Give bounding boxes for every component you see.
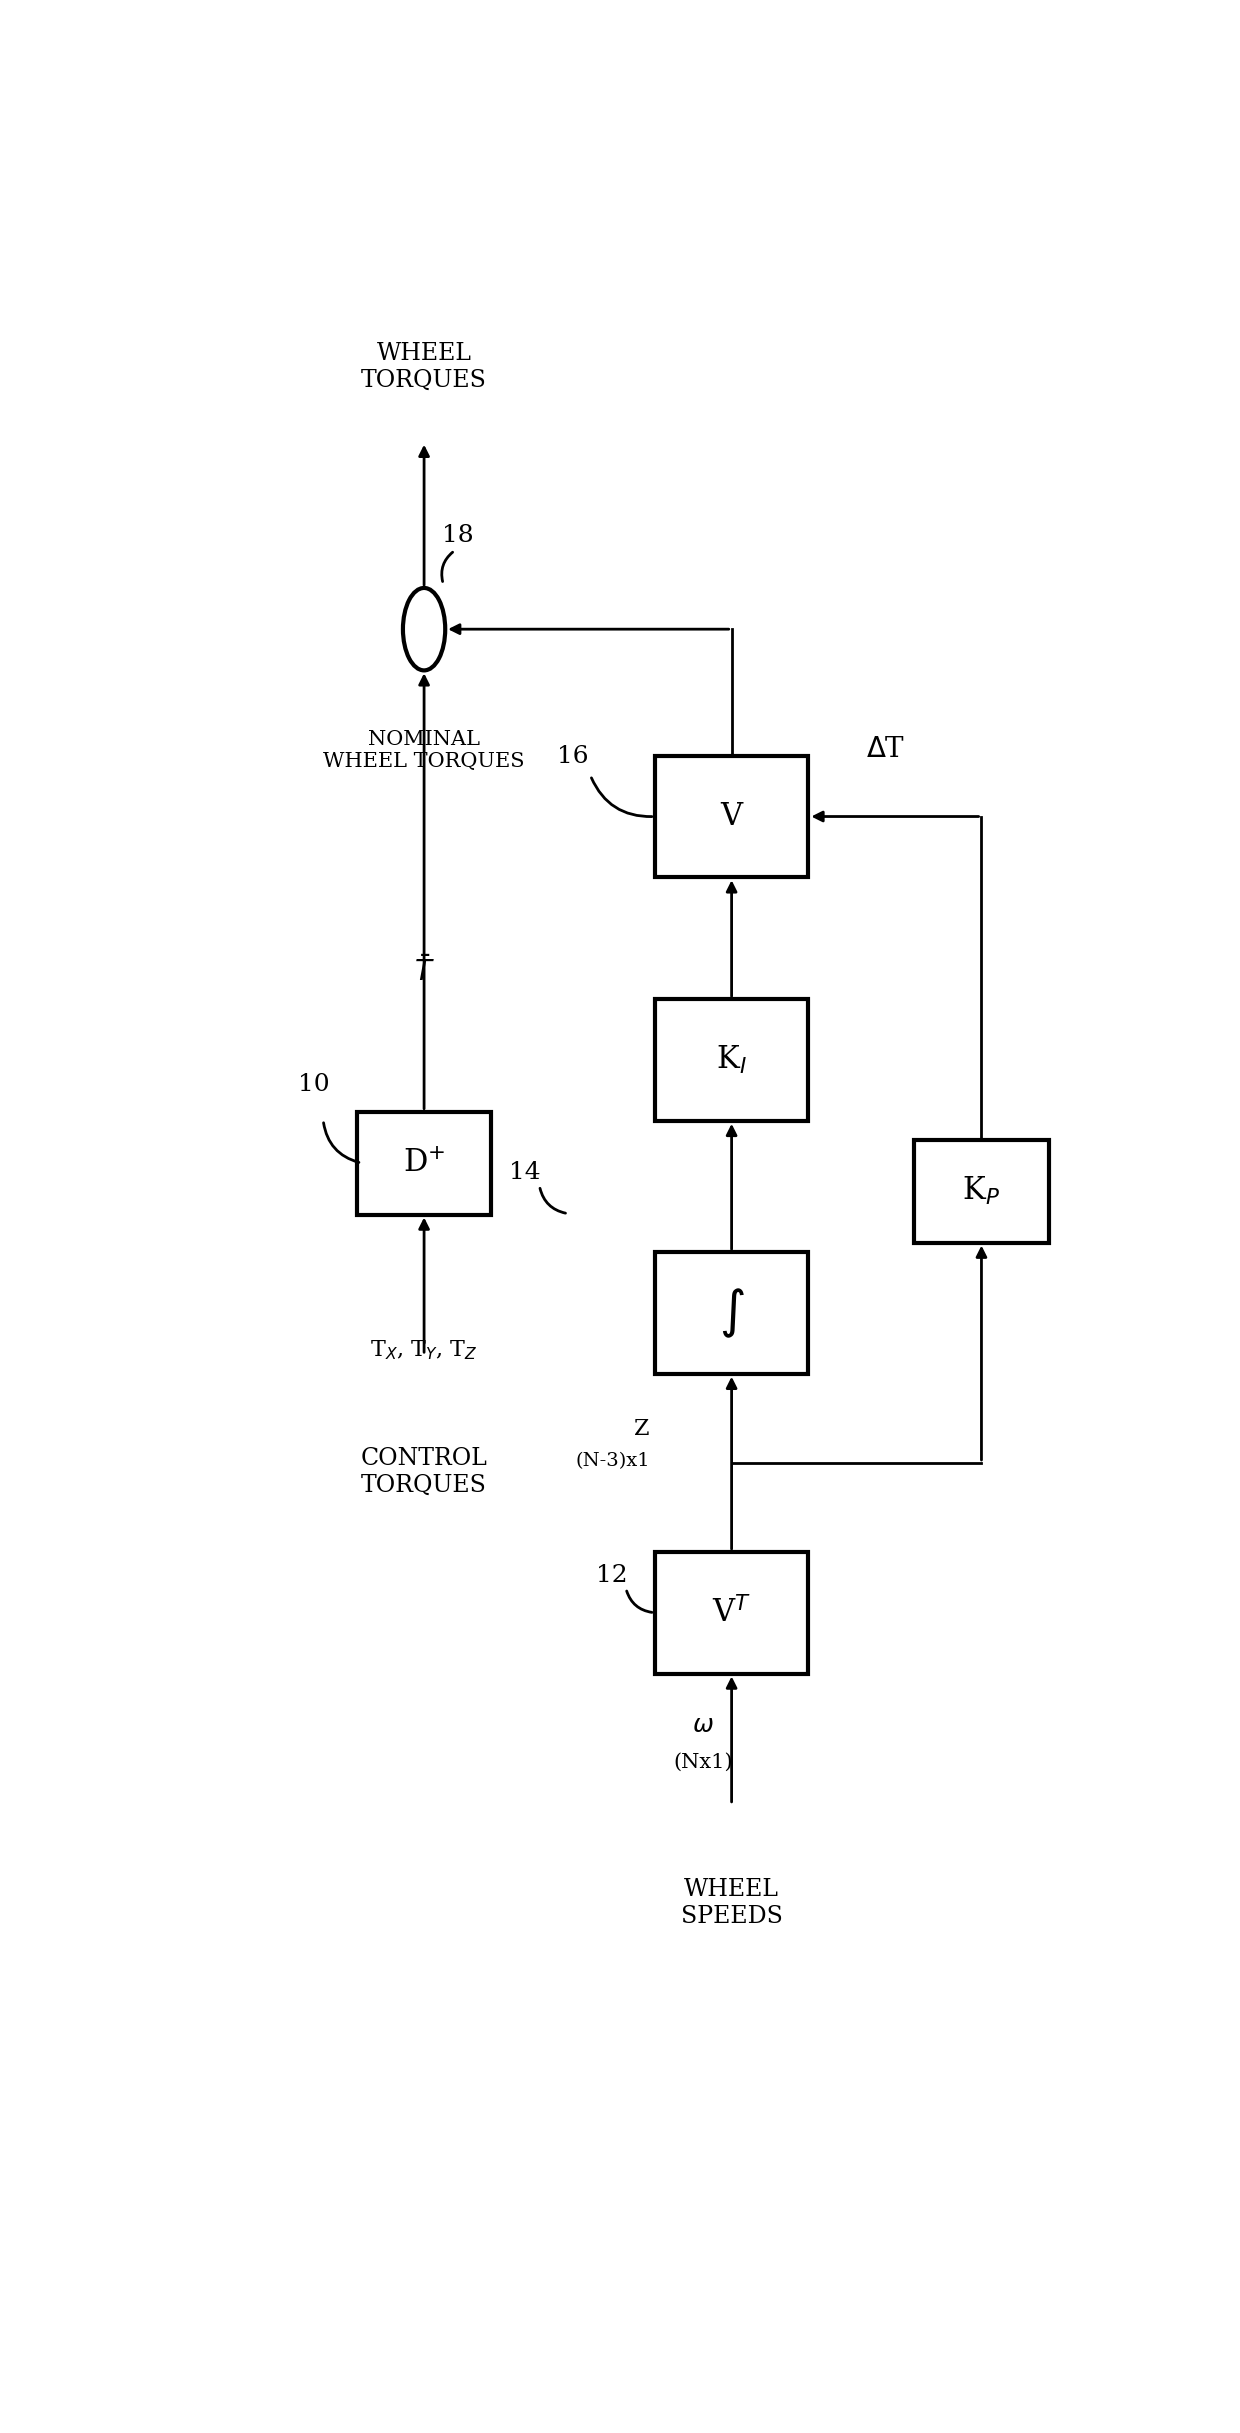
- Text: $\int$: $\int$: [719, 1287, 744, 1341]
- Circle shape: [403, 589, 445, 672]
- Text: V: V: [720, 800, 743, 832]
- Bar: [357, 1112, 491, 1214]
- Bar: [655, 757, 808, 878]
- Text: $\Delta$T: $\Delta$T: [866, 735, 905, 762]
- Bar: [655, 1253, 808, 1375]
- Text: CONTROL
TORQUES: CONTROL TORQUES: [361, 1448, 487, 1496]
- Text: 18: 18: [441, 523, 474, 547]
- Bar: [655, 1000, 808, 1122]
- Text: WHEEL
TORQUES: WHEEL TORQUES: [361, 343, 487, 392]
- Text: Z: Z: [635, 1418, 650, 1440]
- Text: D$^{+}$: D$^{+}$: [403, 1148, 445, 1178]
- Text: K$_{P}$: K$_{P}$: [962, 1175, 1001, 1207]
- Text: (N-3)x1: (N-3)x1: [575, 1453, 650, 1470]
- Text: 10: 10: [298, 1073, 330, 1095]
- Text: $\bar{T}$: $\bar{T}$: [414, 956, 434, 988]
- Text: V$^{T}$: V$^{T}$: [712, 1596, 751, 1630]
- Text: T$_{X}$, T$_{Y}$, T$_{Z}$: T$_{X}$, T$_{Y}$, T$_{Z}$: [371, 1338, 477, 1362]
- Text: NOMINAL
WHEEL TORQUES: NOMINAL WHEEL TORQUES: [324, 730, 525, 771]
- Text: WHEEL
SPEEDS: WHEEL SPEEDS: [681, 1878, 782, 1927]
- Text: K$_{I}$: K$_{I}$: [717, 1044, 746, 1075]
- Text: 14: 14: [510, 1161, 541, 1185]
- Text: $\omega$: $\omega$: [692, 1713, 714, 1737]
- Text: (Nx1): (Nx1): [673, 1754, 733, 1771]
- Text: 12: 12: [595, 1564, 627, 1586]
- Bar: [914, 1139, 1049, 1243]
- Bar: [655, 1552, 808, 1674]
- Text: 16: 16: [557, 744, 589, 769]
